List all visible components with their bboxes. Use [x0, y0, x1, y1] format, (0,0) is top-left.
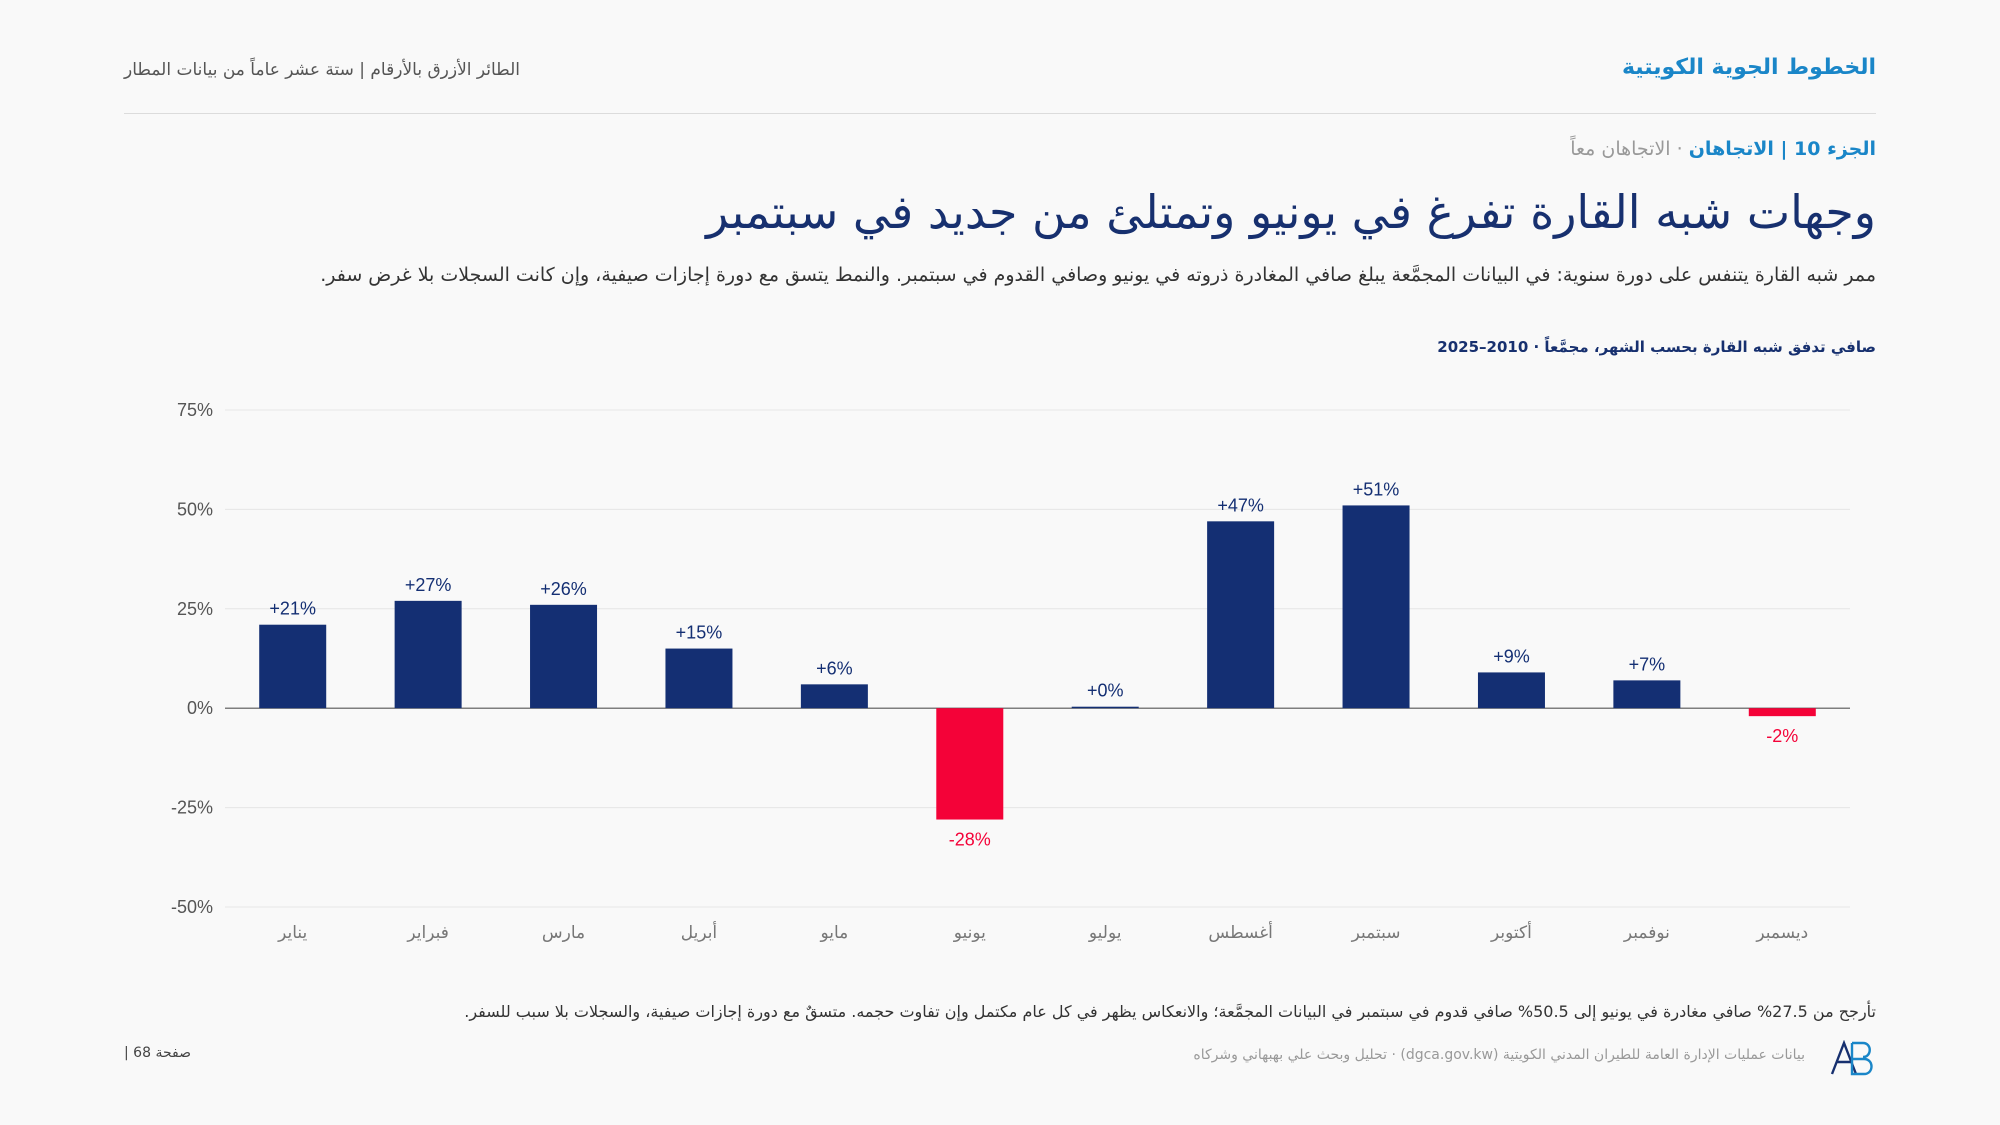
- bar: [1071, 706, 1139, 709]
- x-tick-label: فبراير: [406, 923, 448, 943]
- x-tick-label: ديسمبر: [1755, 923, 1808, 943]
- report-subtitle: الطائر الأزرق بالأرقام | ستة عشر عاماً م…: [124, 60, 521, 80]
- bar-value-label: +26%: [540, 579, 587, 599]
- chart-caption: تأرجح من 27.5% صافي مغادرة في يونيو إلى …: [464, 1002, 1876, 1021]
- ab-logo: [1830, 1040, 1873, 1076]
- x-tick-label: سبتمبر: [1351, 923, 1401, 943]
- x-tick-label: نوفمبر: [1623, 923, 1670, 943]
- bar-value-label: +47%: [1217, 495, 1264, 515]
- bar-value-label: +27%: [405, 575, 452, 595]
- bar-value-label: +21%: [269, 599, 316, 619]
- page-number: صفحة 68 |: [124, 1045, 191, 1061]
- brand-name: الخطوط الجوية الكويتية: [1621, 55, 1876, 80]
- bar-value-label: +7%: [1629, 654, 1666, 674]
- page-title: وجهات شبه القارة تفرغ في يونيو وتمتلئ من…: [706, 185, 1876, 239]
- bar-value-label: -2%: [1766, 726, 1798, 746]
- lede-paragraph: ممر شبه القارة يتنفس على دورة سنوية: في …: [320, 264, 1876, 286]
- y-tick-label: 50%: [177, 499, 213, 519]
- x-tick-label: يناير: [277, 923, 307, 943]
- y-tick-label: -50%: [171, 897, 213, 917]
- source-note: بيانات عمليات الإدارة العامة للطيران الم…: [1193, 1047, 1805, 1063]
- bar-value-label: +51%: [1353, 479, 1400, 499]
- y-tick-label: 0%: [187, 698, 213, 718]
- x-tick-label: يوليو: [1088, 923, 1122, 943]
- net-flow-bar-chart: 75% 50% 25% 0% -25% -50% +21% يناير +27% فبراير +2…: [171, 400, 1850, 943]
- x-tick-label: مارس: [542, 923, 585, 943]
- bar: [530, 604, 598, 709]
- x-tick-label: أبريل: [681, 921, 717, 943]
- bar: [1342, 505, 1410, 709]
- breadcrumb-part: الجزء 10 | الاتجاهان: [1688, 138, 1876, 160]
- bar-value-label: +9%: [1493, 646, 1530, 666]
- y-tick-label: 75%: [177, 400, 213, 420]
- x-tick-label: أغسطس: [1208, 921, 1272, 943]
- bar: [1748, 708, 1816, 717]
- x-tick-label: أكتوبر: [1490, 921, 1532, 943]
- breadcrumb-separator: ·: [1676, 138, 1683, 160]
- bar: [1207, 521, 1275, 709]
- bar: [665, 648, 733, 709]
- x-tick-label: يونيو: [953, 923, 986, 943]
- bar-value-label: +0%: [1087, 681, 1124, 701]
- bar: [259, 624, 327, 709]
- header-divider: [124, 113, 1876, 114]
- y-tick-label: -25%: [171, 798, 213, 818]
- chart-title: صافي تدفق شبه القارة بحسب الشهر، مجمَّعا…: [1437, 338, 1876, 356]
- bar-value-label: -28%: [949, 830, 991, 850]
- bar: [1477, 672, 1545, 709]
- bar-value-label: +6%: [816, 658, 853, 678]
- x-tick-label: مايو: [819, 923, 848, 943]
- breadcrumb-topic: الاتجاهان معاً: [1570, 138, 1671, 160]
- y-tick-label: 25%: [177, 599, 213, 619]
- bar: [800, 684, 868, 709]
- bar: [394, 600, 462, 709]
- breadcrumb: الجزء 10 | الاتجاهان · الاتجاهان معاً: [1570, 138, 1876, 160]
- bar-value-label: +15%: [676, 623, 723, 643]
- bar: [1613, 680, 1681, 709]
- bar: [936, 708, 1004, 820]
